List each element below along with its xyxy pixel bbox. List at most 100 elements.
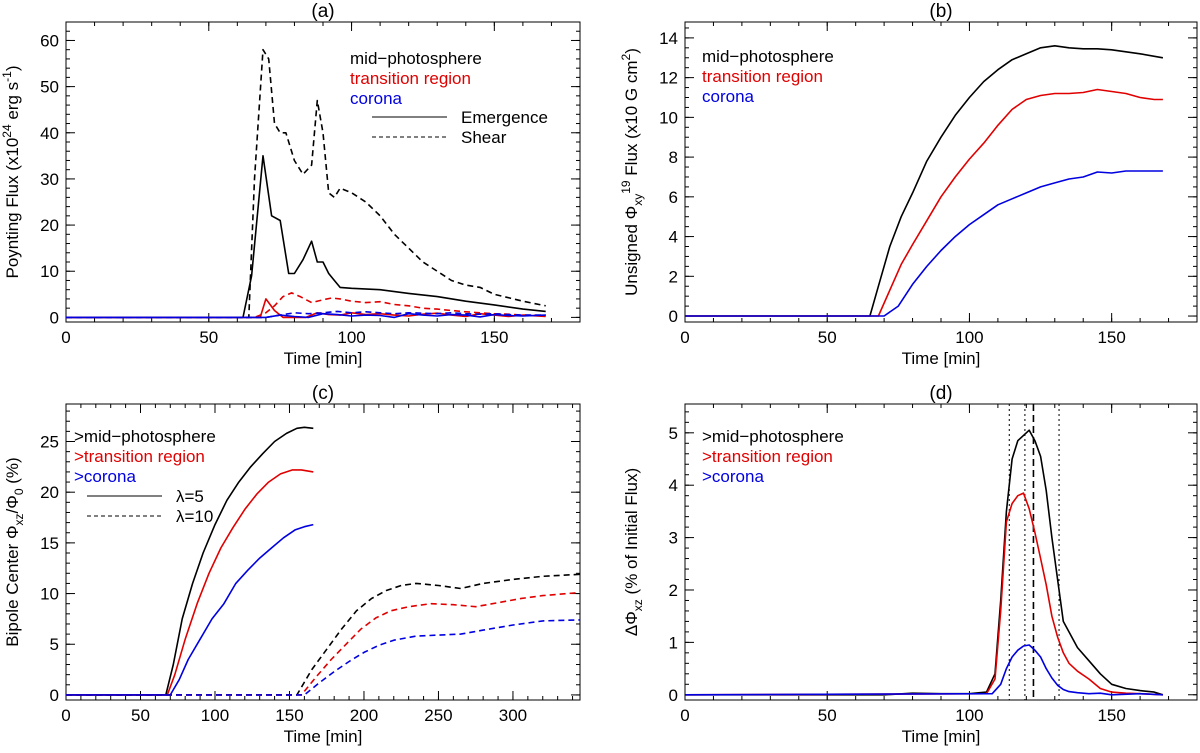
- legend-entry: >transition region: [702, 447, 833, 466]
- legend-entry: >mid−photosphere: [702, 427, 844, 446]
- legend-entry: mid−photosphere: [350, 49, 482, 68]
- series-line-corona-shear: [66, 310, 546, 319]
- legend-entry: transition region: [702, 67, 823, 86]
- panel-title: (a): [311, 1, 334, 22]
- legend-style-label: λ=5: [176, 487, 204, 506]
- x-tick-label: 200: [350, 706, 378, 725]
- y-axis-label: Unsigned Φxy19 Flux (x10 G cm2): [619, 48, 645, 296]
- legend-entry: >mid−photosphere: [74, 427, 216, 446]
- series-line-corona-5: [66, 523, 314, 696]
- legend-entry: >corona: [74, 467, 136, 486]
- y-tick-label: 5: [669, 424, 678, 443]
- y-tick-label: 30: [40, 170, 59, 189]
- series-line-corona: [685, 170, 1163, 317]
- y-tick-label: 0: [669, 307, 678, 326]
- y-tick-label: 4: [669, 228, 678, 247]
- plot-frame: [65, 21, 581, 323]
- x-axis-label: Time [min]: [284, 349, 363, 368]
- legend-style-label: Emergence: [461, 108, 548, 127]
- y-tick-label: 6: [669, 188, 678, 207]
- y-tick-label: 50: [40, 78, 59, 97]
- plot-area: [66, 48, 546, 319]
- x-tick-label: 150: [480, 328, 508, 347]
- series-line-mid-photosphere: [685, 44, 1164, 317]
- x-tick-label: 0: [680, 328, 689, 347]
- legend-entry: transition region: [350, 69, 471, 88]
- y-tick-label: 10: [40, 262, 59, 281]
- y-tick-label: 40: [40, 124, 59, 143]
- legend-entry: corona: [702, 87, 755, 106]
- series-line-mid-photosphere: [685, 429, 1164, 696]
- x-tick-label: 150: [1097, 328, 1125, 347]
- x-tick-label: 50: [818, 706, 837, 725]
- legend-entry: >transition region: [74, 447, 205, 466]
- series-line-corona: [685, 644, 1163, 696]
- series-line-corona-emergence: [66, 312, 546, 319]
- x-tick-label: 50: [818, 328, 837, 347]
- y-tick-label: 15: [40, 534, 59, 553]
- series-line-transition-region-10: [66, 591, 580, 696]
- series-line-transition-region: [685, 88, 1163, 317]
- legend-style-label: λ=10: [176, 507, 213, 526]
- y-tick-label: 20: [40, 216, 59, 235]
- y-tick-label: 4: [669, 476, 678, 495]
- x-tick-label: 100: [201, 706, 229, 725]
- plot-area: [66, 426, 580, 696]
- y-tick-label: 10: [40, 585, 59, 604]
- x-tick-label: 300: [499, 706, 527, 725]
- y-tick-label: 3: [669, 529, 678, 548]
- x-axis-label: Time [min]: [902, 349, 981, 368]
- x-tick-label: 100: [337, 328, 365, 347]
- legend-entry: corona: [350, 89, 403, 108]
- y-axis-label: Bipole Center Φxz/Φ0 (%): [3, 457, 26, 646]
- y-tick-label: 20: [40, 483, 59, 502]
- y-tick-label: 0: [50, 686, 59, 705]
- legend-entry: mid−photosphere: [702, 47, 834, 66]
- plot-area: [685, 44, 1164, 317]
- legend-entry: >corona: [702, 467, 764, 486]
- panel-a: 0 50 100 150 0 10 20 30 40 50 60 (a) Time [min] Poynt…: [0, 1, 581, 368]
- y-tick-label: 0: [50, 308, 59, 327]
- series-line-corona-10: [66, 619, 580, 696]
- x-tick-label: 100: [955, 706, 983, 725]
- series-line-transition-region-5: [66, 469, 314, 696]
- x-tick-label: 0: [680, 706, 689, 725]
- y-axis-label: Poynting Flux (x1024 erg s-1): [0, 65, 22, 278]
- panel-title: (b): [929, 1, 952, 22]
- y-tick-label: 1: [669, 633, 678, 652]
- series-line-transition-region: [685, 492, 1163, 696]
- y-tick-label: 2: [669, 267, 678, 286]
- y-tick-label: 10: [659, 108, 678, 127]
- y-tick-label: 5: [50, 635, 59, 654]
- plot-frame: [65, 403, 581, 701]
- x-tick-label: 150: [1097, 706, 1125, 725]
- y-tick-label: 2: [669, 581, 678, 600]
- series-line-mid-photosphere-shear: [66, 48, 546, 319]
- y-axis-label: ΔΦxz (% of Initial Flux): [622, 468, 645, 636]
- y-tick-label: 14: [659, 29, 678, 48]
- y-tick-label: 25: [40, 433, 59, 452]
- x-axis-label: Time [min]: [902, 727, 981, 746]
- x-tick-label: 150: [275, 706, 303, 725]
- x-tick-label: 0: [61, 706, 70, 725]
- x-tick-label: 100: [955, 328, 983, 347]
- panel-b: 0 50 100 150 0 2 4 6 8 10 12 14 (b) Time [min] Unsigne…: [619, 1, 1198, 368]
- y-tick-label: 60: [40, 31, 59, 50]
- series-line-transition-region-shear: [66, 292, 546, 319]
- series-line-mid-photosphere-5: [66, 426, 314, 696]
- legend-style-label: Shear: [461, 128, 507, 147]
- panel-title: (c): [312, 383, 334, 404]
- y-tick-label: 0: [669, 686, 678, 705]
- panel-c: 0 50 100 150 200 250 300 0 5 10 15 20 25 (c) Time [min…: [3, 383, 581, 746]
- x-tick-label: 50: [131, 706, 150, 725]
- y-tick-label: 12: [659, 69, 678, 88]
- series-line-mid-photosphere-10: [66, 573, 580, 696]
- panel-d: 0 50 100 150 0 1 2 3 4 5 (d) Time [min] ΔΦxz (% of I…: [622, 383, 1198, 746]
- x-axis-label: Time [min]: [284, 727, 363, 746]
- y-tick-label: 8: [669, 148, 678, 167]
- x-tick-label: 50: [199, 328, 218, 347]
- plot-area: [685, 404, 1164, 700]
- panel-title: (d): [929, 383, 952, 404]
- x-tick-label: 0: [61, 328, 70, 347]
